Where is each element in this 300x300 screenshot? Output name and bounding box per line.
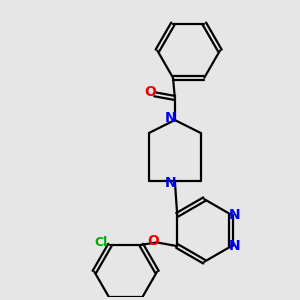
Text: N: N — [165, 111, 176, 125]
Text: Cl: Cl — [94, 236, 107, 249]
Text: N: N — [229, 208, 241, 222]
Text: N: N — [165, 176, 176, 190]
Text: O: O — [147, 234, 159, 248]
Text: O: O — [144, 85, 156, 99]
Text: N: N — [229, 239, 241, 253]
